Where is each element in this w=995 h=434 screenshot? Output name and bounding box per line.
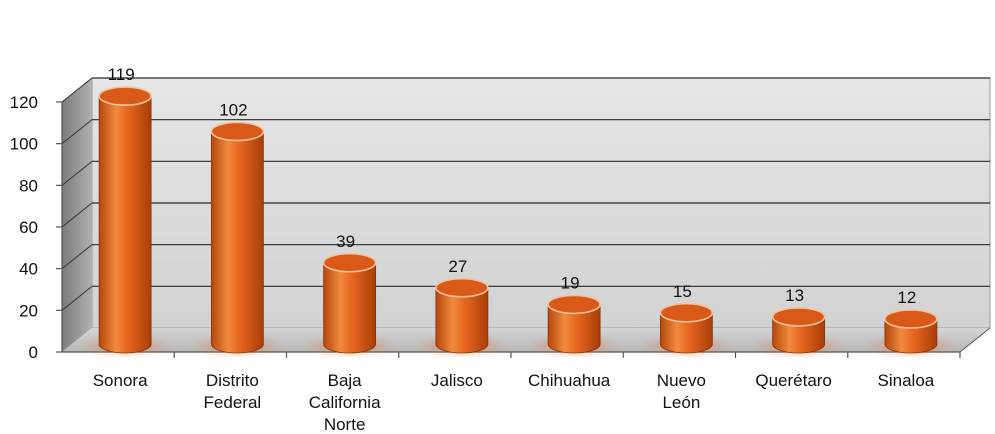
- data-label: 19: [561, 273, 580, 292]
- bar-top-cap: [547, 294, 601, 315]
- bar-nuevo-le-n: [659, 312, 713, 354]
- gridline-side: [61, 244, 93, 270]
- bar-chihuahua: [547, 304, 601, 354]
- category-label: Chihuahua: [528, 371, 611, 390]
- data-label: 102: [219, 101, 247, 120]
- bar-top-cap: [98, 86, 152, 106]
- gridline-side: [61, 202, 93, 228]
- y-tick-label: 120: [10, 93, 38, 112]
- gridline-side: [61, 160, 93, 186]
- category-label: Sinaloa: [878, 371, 935, 390]
- data-label: 12: [897, 288, 916, 307]
- y-tick-label: 20: [19, 301, 38, 320]
- y-tick-label: 0: [29, 343, 38, 362]
- data-label: 39: [336, 232, 355, 251]
- bar-quer-taro: [772, 316, 826, 354]
- category-label: Distrito Federal: [204, 371, 262, 412]
- data-label: 27: [448, 257, 467, 276]
- data-label: 15: [673, 282, 692, 301]
- category-label: Sonora: [93, 371, 148, 390]
- bar-top-cap: [210, 121, 265, 142]
- y-tick-label: 100: [10, 135, 38, 154]
- y-tick-label: 60: [19, 218, 38, 237]
- bar-top-cap: [884, 309, 938, 329]
- bar-top-cap: [659, 302, 714, 323]
- bar-top-cap: [435, 277, 489, 298]
- bar-top-cap: [322, 252, 377, 273]
- data-label: 119: [108, 65, 135, 84]
- y-tick-label: 80: [19, 176, 38, 195]
- category-label: Jalisco: [431, 371, 483, 390]
- y-tick-label: 40: [19, 260, 38, 279]
- category-label: Nuevo León: [657, 371, 706, 412]
- gridline-side: [61, 285, 93, 311]
- bar-sonora: [98, 95, 152, 354]
- bar-baja-california-norte: [323, 262, 377, 354]
- bar-top-cap: [771, 307, 826, 327]
- category-label: Baja California Norte: [309, 371, 381, 434]
- bar-jalisco: [435, 287, 489, 354]
- gridline-side: [61, 119, 93, 145]
- x-axis-line-depth: [959, 327, 991, 353]
- gridline-side: [61, 77, 93, 103]
- data-label: 13: [785, 286, 804, 305]
- bar-distrito-federal: [210, 131, 264, 354]
- category-label: Querétaro: [755, 371, 832, 390]
